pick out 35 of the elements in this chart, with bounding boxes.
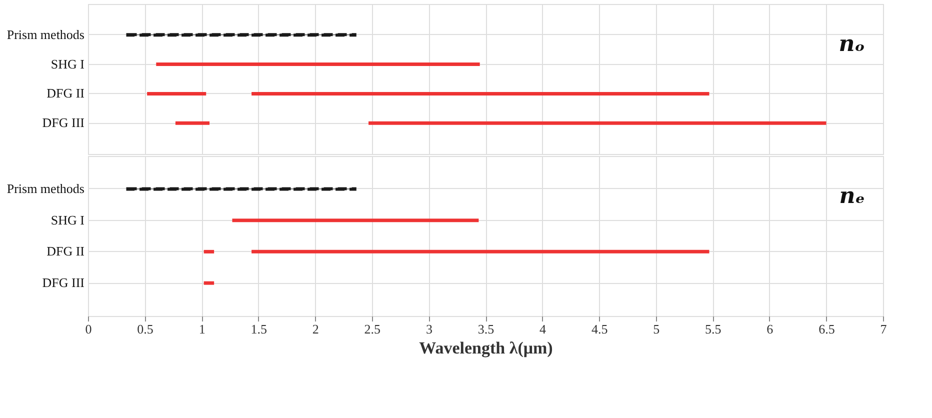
x-tick-label: 0 bbox=[85, 322, 92, 336]
x-tick-label: 1.5 bbox=[250, 322, 267, 336]
x-tick-label: 0.5 bbox=[137, 322, 154, 336]
y-tick-label: SHG I bbox=[50, 56, 84, 72]
bar bbox=[204, 281, 214, 285]
annotation: nₒ bbox=[838, 31, 865, 57]
x-tick-label: 4 bbox=[540, 322, 547, 336]
bar bbox=[147, 92, 206, 96]
x-tick-label: 5 bbox=[653, 322, 660, 336]
y-tick-label: DFG III bbox=[42, 275, 84, 290]
annotation: nₑ bbox=[839, 183, 865, 209]
y-tick-label: DFG II bbox=[46, 86, 84, 101]
x-tick-label: 6.5 bbox=[818, 322, 835, 336]
x-tick-label: 5.5 bbox=[705, 322, 722, 336]
bar bbox=[175, 121, 210, 125]
x-tick-label: 2.5 bbox=[364, 322, 381, 336]
x-tick-label: 3 bbox=[426, 322, 432, 336]
y-tick-label: Prism methods bbox=[6, 180, 84, 196]
x-tick-label: 4.5 bbox=[591, 322, 608, 336]
bar bbox=[232, 218, 479, 222]
x-tick-label: 6 bbox=[766, 322, 774, 336]
y-tick-label: DFG III bbox=[42, 115, 84, 130]
y-tick-label: Prism methods bbox=[6, 26, 84, 42]
bar bbox=[368, 121, 826, 125]
y-tick-label: SHG I bbox=[50, 212, 84, 228]
x-tick-label: 2 bbox=[312, 322, 319, 336]
x-tick-label: 7 bbox=[880, 322, 888, 336]
x-tick-label: 3.5 bbox=[478, 322, 494, 336]
bar bbox=[252, 250, 710, 254]
bar bbox=[252, 92, 710, 96]
x-axis-title: Wavelength λ(μm) bbox=[419, 338, 553, 358]
x-tick-label: 1 bbox=[198, 322, 206, 336]
bar bbox=[156, 62, 480, 66]
y-tick-label: DFG II bbox=[46, 244, 84, 259]
bar bbox=[204, 250, 214, 254]
